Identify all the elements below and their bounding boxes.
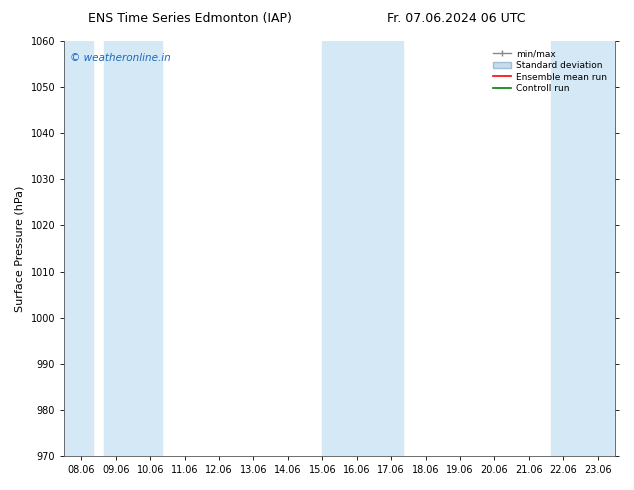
Text: ENS Time Series Edmonton (IAP): ENS Time Series Edmonton (IAP)	[88, 12, 292, 25]
Y-axis label: Surface Pressure (hPa): Surface Pressure (hPa)	[15, 185, 25, 312]
Bar	[322, 41, 403, 456]
Bar	[64, 41, 93, 456]
Bar	[551, 41, 615, 456]
Text: Fr. 07.06.2024 06 UTC: Fr. 07.06.2024 06 UTC	[387, 12, 526, 25]
Bar	[104, 41, 162, 456]
Legend: min/max, Standard deviation, Ensemble mean run, Controll run: min/max, Standard deviation, Ensemble me…	[489, 46, 611, 97]
Text: © weatheronline.in: © weatheronline.in	[70, 53, 171, 64]
